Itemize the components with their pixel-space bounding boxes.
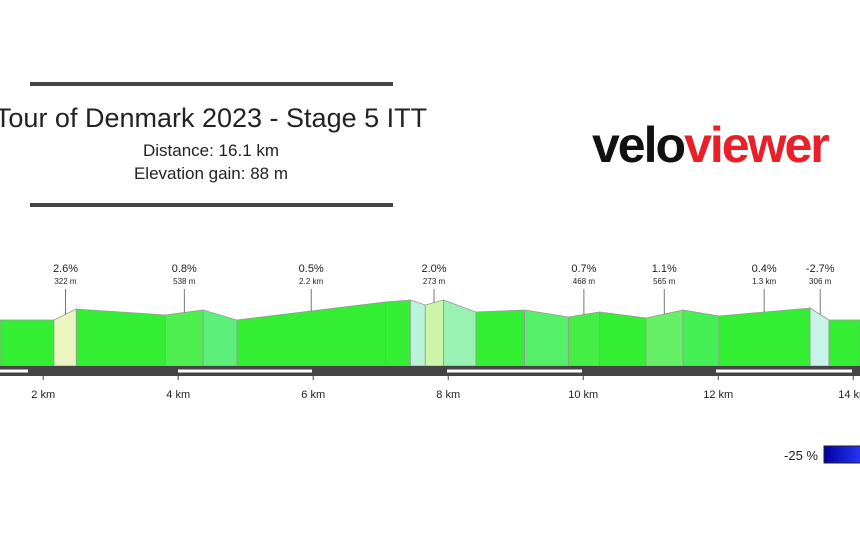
distance: Distance: 16.1 km [143,141,279,160]
profile-segment [682,309,720,367]
profile-segment [202,309,238,367]
length-label: 306 m [809,277,832,286]
length-label: 322 m [54,277,77,286]
length-label: 565 m [653,277,676,286]
profile-segment [75,308,166,367]
legend-swatch [823,445,860,464]
grade-label: 1.1% [652,263,677,275]
length-label: 538 m [173,277,196,286]
legend-label: -25 % [784,448,818,463]
logo: veloviewer [592,117,829,173]
x-tick-label: 12 km [703,389,733,401]
divider [30,82,393,86]
profile-segment [567,311,600,367]
profile-segment [443,299,477,367]
divider [30,203,393,207]
length-label: 468 m [573,277,596,286]
chart-title: Tour of Denmark 2023 - Stage 5 ITT [0,103,427,133]
profile-segment [645,309,684,367]
logo-velo: velo [592,117,685,173]
logo-viewer: viewer [684,117,829,173]
profile-segment [828,319,860,367]
profile-segment [718,307,811,367]
length-label: 2.2 km [299,277,323,286]
profile-segment [0,319,55,367]
grade-label: 0.7% [571,263,596,275]
x-tick-label: 14 km [838,389,860,401]
profile-segment [475,309,525,367]
profile-segment [164,309,204,367]
x-tick-label: 8 km [436,389,460,401]
grade-label: 0.8% [172,263,197,275]
road [0,366,860,376]
x-tick-label: 2 km [31,389,55,401]
x-tick-label: 10 km [568,389,598,401]
profile-segment [236,301,386,367]
x-tick-label: 4 km [166,389,190,401]
grade-label: 0.4% [752,263,777,275]
grade-label: 2.0% [422,263,447,275]
profile-segment [809,307,830,367]
profile-segment [53,308,77,367]
profile-segment [424,299,444,367]
length-label: 1.3 km [752,277,776,286]
profile-segment [599,311,647,367]
length-label: 273 m [423,277,446,286]
elevation-gain: Elevation gain: 88 m [134,164,288,183]
profile: 2.6% 322 m 0.8% 538 m 0.5% 2.2 km 2.0% 273 m 0.7… [0,263,860,367]
grade-label: 2.6% [53,263,78,275]
profile-segment [524,309,569,367]
x-axis: 2 km 4 km 6 km 8 km 10 km 12 km 14 km [31,376,860,401]
profile-segment [410,299,426,367]
grade-label: -2.7% [806,263,835,275]
x-tick-label: 6 km [301,389,325,401]
profile-segment [385,299,411,367]
grade-label: 0.5% [299,263,324,275]
